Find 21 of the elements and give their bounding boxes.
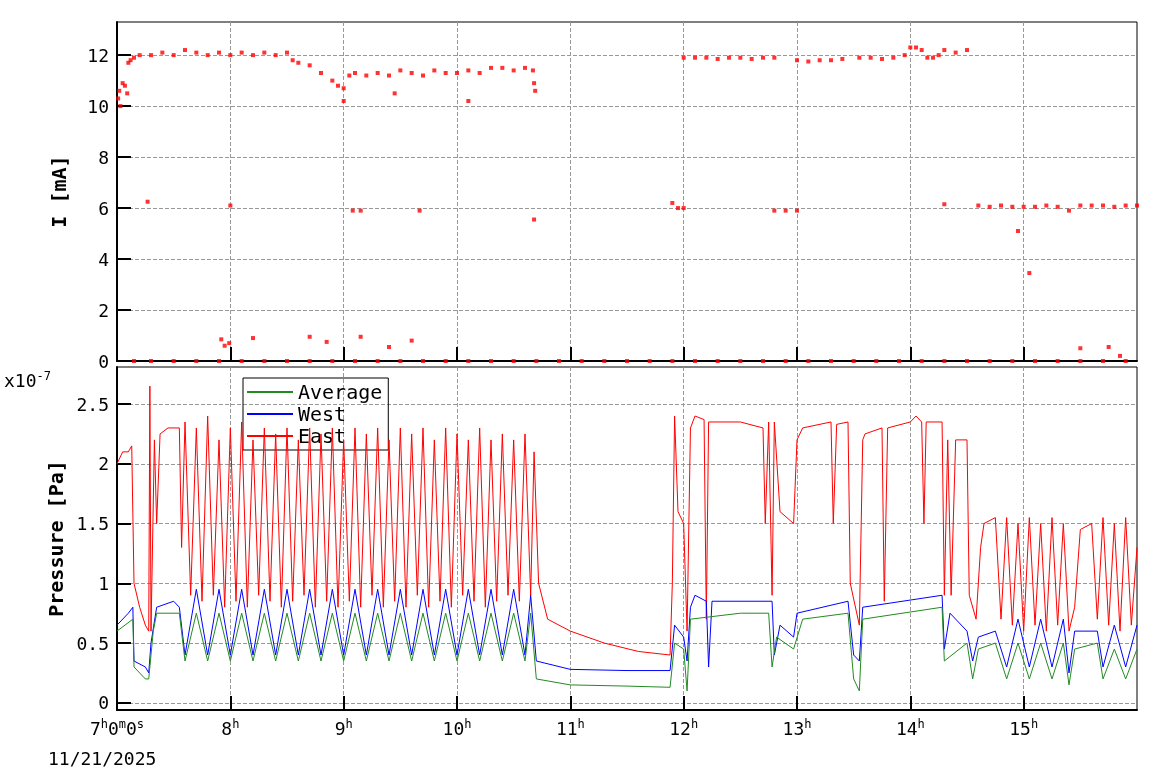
line-series <box>116 588 1138 674</box>
legend-label: West <box>298 402 347 426</box>
y-tick-label: 4 <box>98 248 109 270</box>
y-tick-label: 2 <box>98 453 109 475</box>
y-tick-label: 2 <box>98 299 109 321</box>
y-tick-label: 1 <box>98 572 109 594</box>
text: 11/21/2025 <box>48 747 157 769</box>
line-series <box>116 606 1138 692</box>
y-axis-title: I [mA] <box>47 155 71 228</box>
legend-label: Average <box>298 380 383 404</box>
y-tick-label: 2.5 <box>76 393 109 415</box>
y-tick-label: 0 <box>98 692 109 714</box>
y-tick-label: 8 <box>98 146 109 168</box>
y-tick-label: 6 <box>98 197 109 219</box>
y-tick-label: 1.5 <box>76 513 109 535</box>
line-series <box>116 385 1138 656</box>
y-tick-label: 0.5 <box>76 632 109 654</box>
y-tick-label: 10 <box>87 95 109 117</box>
y-tick-label: 0 <box>98 350 109 372</box>
y-tick-label: 12 <box>87 44 109 66</box>
y-axis-title: Pressure [Pa] <box>43 460 68 617</box>
